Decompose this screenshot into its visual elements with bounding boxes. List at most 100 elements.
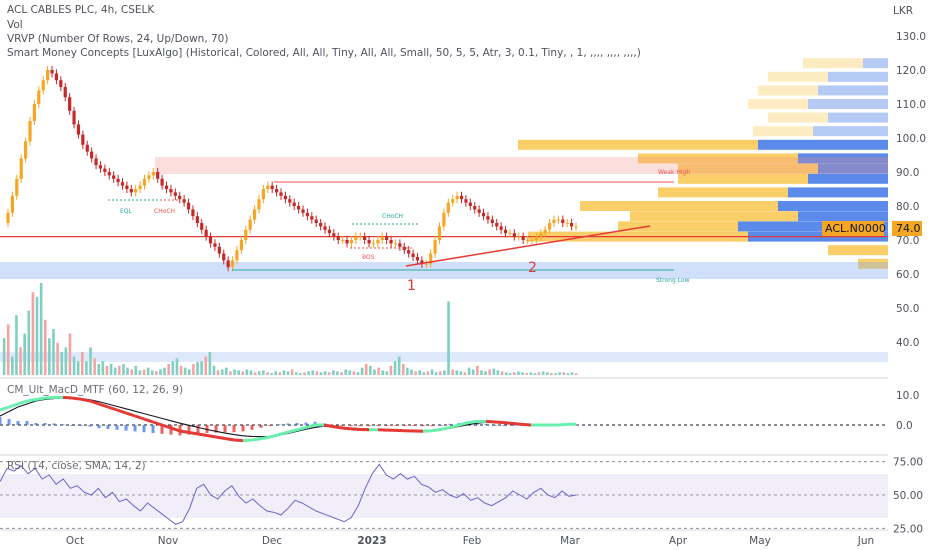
candle-body	[389, 240, 393, 244]
macd-histogram-bar	[160, 425, 164, 434]
rsi-line	[0, 463, 577, 525]
volume-bar	[35, 296, 39, 375]
candle-body	[32, 104, 37, 121]
macd-histogram-bar	[187, 425, 191, 435]
candle-body	[288, 199, 292, 203]
volume-bar	[187, 369, 191, 375]
macd-line-segment	[422, 429, 433, 433]
volume-bar	[294, 372, 298, 375]
candle-body	[222, 253, 226, 261]
volume-series	[2, 283, 578, 375]
volume-bar	[480, 370, 483, 375]
volume-bar	[574, 373, 578, 375]
candle-body	[367, 240, 371, 244]
volume-band	[0, 352, 888, 362]
macd-line-segment	[458, 421, 469, 427]
volume-bar	[463, 372, 467, 375]
vrvp-up-bar	[753, 126, 813, 137]
volume-bar	[80, 352, 84, 375]
candle-body	[323, 226, 327, 230]
volume-bar	[101, 361, 105, 375]
vrvp-up-bar	[580, 201, 778, 211]
volume-bar	[332, 370, 335, 375]
macd-line-segment	[8, 402, 19, 409]
volume-bar	[89, 347, 92, 375]
volume-bar	[249, 370, 253, 375]
rsi-label: RSI (14, close, SMA, 14, 2)	[7, 460, 146, 472]
macd-line-segment	[215, 435, 226, 440]
volume-bar	[467, 367, 471, 375]
volume-bar	[369, 365, 372, 375]
volume-bar	[146, 367, 150, 375]
volume-bar	[163, 367, 166, 375]
rsi-tick-label: 25.00	[893, 523, 923, 535]
vrvp-legend: VRVP (Number Of Rows, 24, Up/Down, 70)	[7, 33, 229, 45]
volume-bar	[237, 370, 240, 375]
volume-bar	[183, 367, 187, 375]
price-tick-label: 100.0	[896, 133, 926, 145]
candle-body	[310, 216, 314, 220]
price-axis[interactable]: 130.0 120.0 110.0 100.0 90.0 80.0 70.0 60.0 50.0…	[893, 31, 926, 535]
time-tick-label: Jun	[857, 535, 874, 547]
vrvp-up-bar	[630, 211, 798, 222]
volume-bar	[76, 361, 80, 375]
vrvp-up-bar	[758, 85, 818, 96]
macd-histogram-bar	[511, 425, 515, 426]
macd-line-segment	[197, 432, 208, 437]
volume-bar	[220, 369, 224, 375]
candle-body	[385, 236, 389, 240]
volume-bar	[155, 371, 158, 375]
volume-bar	[27, 310, 31, 375]
macd-histogram-bar	[16, 421, 20, 425]
smc-legend: Smart Money Concepts [LuxAlgo] (Historic…	[7, 47, 641, 59]
volume-bar	[430, 369, 434, 375]
volume-bar	[303, 372, 306, 375]
macd-histogram-bar	[340, 425, 344, 426]
candle-body	[72, 110, 76, 125]
macd-histogram-bar	[421, 425, 425, 427]
macd-histogram-bar	[250, 425, 254, 430]
macd-histogram-bar	[376, 425, 380, 426]
macd-histogram-bar	[43, 423, 47, 425]
volume-bar	[311, 370, 315, 375]
volume-bar	[360, 367, 364, 375]
candle-body	[512, 233, 516, 237]
volume-bar	[39, 283, 43, 375]
candle-body	[169, 189, 173, 193]
vrvp-up-bar	[858, 258, 888, 269]
time-axis[interactable]: Oct Nov Dec 2023 Feb Mar Apr May Jun	[66, 535, 874, 547]
macd-line-segment	[26, 398, 37, 403]
candle-body	[15, 178, 19, 196]
macd-line-segment	[242, 438, 253, 443]
volume-bar	[278, 372, 282, 375]
candle-body	[160, 178, 164, 186]
candle-body	[363, 236, 367, 240]
time-tick-label: Oct	[66, 535, 84, 547]
volume-bar	[204, 356, 208, 375]
vrvp-down-bar	[798, 153, 888, 164]
candle-body	[125, 185, 129, 189]
volume-bar	[286, 371, 290, 375]
macd-histogram-bar	[214, 425, 218, 433]
candle-body	[534, 236, 538, 240]
time-tick-label: Dec	[262, 535, 283, 547]
volume-bar	[23, 333, 26, 375]
volume-bar	[566, 373, 570, 375]
volume-bar	[414, 371, 417, 375]
macd-histogram-bar	[439, 425, 443, 426]
candle-body	[37, 90, 41, 104]
macd-histogram-bar	[142, 425, 146, 433]
macd-histogram-bar	[61, 424, 65, 426]
candle-body	[508, 233, 512, 235]
volume-bar	[262, 370, 265, 375]
volume-bar	[570, 372, 574, 375]
vrvp-down-bar	[788, 187, 888, 198]
candle-body	[19, 158, 23, 179]
price-tick-label: 60.0	[896, 269, 919, 281]
volume-bar	[253, 372, 257, 375]
macd-histogram-bar	[97, 425, 101, 429]
volume-bar	[550, 373, 553, 375]
macd-histogram-bar	[484, 423, 488, 425]
volume-bar	[537, 372, 541, 375]
